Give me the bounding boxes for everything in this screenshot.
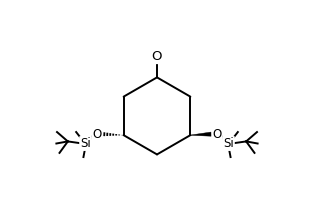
Text: O: O bbox=[152, 50, 162, 63]
Text: Si: Si bbox=[223, 137, 234, 150]
Text: O: O bbox=[92, 128, 102, 141]
Polygon shape bbox=[190, 132, 211, 136]
Text: Si: Si bbox=[80, 137, 91, 150]
Text: O: O bbox=[212, 128, 222, 141]
